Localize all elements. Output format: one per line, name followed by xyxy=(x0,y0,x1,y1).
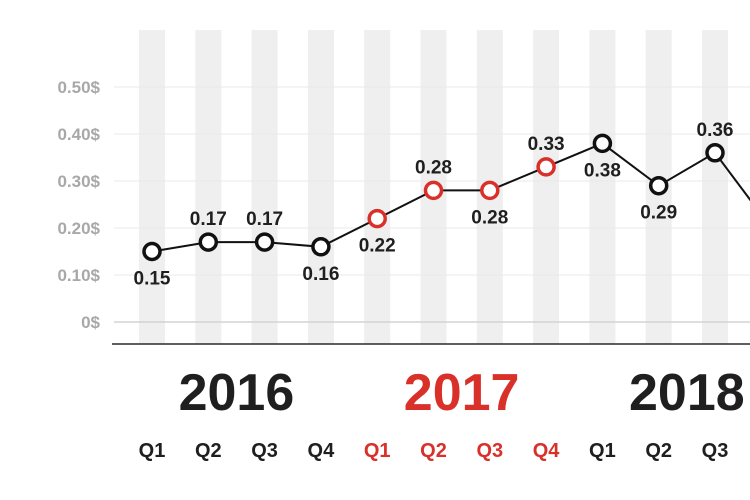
quarter-label: Q3 xyxy=(251,440,278,462)
data-point xyxy=(423,180,444,201)
data-label: 0.28 xyxy=(471,207,508,228)
column-band xyxy=(307,30,334,344)
data-label: 0.36 xyxy=(697,120,734,141)
data-labels: 0.15 0.17 0.17 0.16 0.22 0.28 0.28 0.33 0.38 0.29… xyxy=(134,120,734,290)
quarter-label: Q1 xyxy=(139,440,166,462)
data-point xyxy=(311,237,331,257)
column-band xyxy=(139,30,165,344)
quarter-label: Q2 xyxy=(195,440,222,462)
column-band xyxy=(251,30,278,344)
year-labels: 2016 2017 2018 xyxy=(179,364,745,422)
data-label: 0.22 xyxy=(359,236,396,257)
column-band xyxy=(589,30,616,344)
data-points xyxy=(142,133,725,262)
data-point xyxy=(705,143,725,163)
data-label: 0.17 xyxy=(246,209,283,230)
y-tick-label: 0.30$ xyxy=(57,172,100,191)
y-tick-label: 0.50$ xyxy=(57,78,100,97)
data-label: 0.28 xyxy=(415,157,452,178)
year-label: 2017 xyxy=(404,364,520,422)
data-point xyxy=(648,175,669,196)
y-tick-label: 0.20$ xyxy=(57,219,100,238)
data-point xyxy=(480,180,500,201)
column-band xyxy=(364,30,391,344)
quarter-label: Q2 xyxy=(420,440,447,462)
data-label: 0.33 xyxy=(528,134,565,155)
data-label: 0.17 xyxy=(190,209,227,230)
data-point xyxy=(142,241,162,262)
year-label: 2018 xyxy=(629,364,745,422)
gridlines xyxy=(114,86,750,323)
quarter-label: Q4 xyxy=(533,440,561,462)
y-tick-label: 0.10$ xyxy=(57,266,100,285)
y-tick-label: 0$ xyxy=(81,313,100,332)
y-tick-label: 0.40$ xyxy=(57,125,100,144)
quarter-label: Q2 xyxy=(645,440,672,462)
data-point xyxy=(254,232,275,252)
data-label: 0.15 xyxy=(134,269,171,290)
quarter-label: Q1 xyxy=(589,440,616,462)
data-label: 0.16 xyxy=(302,264,339,285)
column-band xyxy=(702,30,728,344)
quarter-label: Q1 xyxy=(364,440,391,462)
quarter-label: Q4 xyxy=(308,440,336,462)
data-point xyxy=(592,133,613,154)
column-band xyxy=(533,30,560,344)
data-label: 0.38 xyxy=(584,160,621,181)
quarter-label: Q3 xyxy=(476,440,503,462)
y-axis: 0$ 0.10$ 0.20$ 0.30$ 0.40$ 0.50$ xyxy=(57,78,100,332)
column-band xyxy=(195,30,222,344)
year-label: 2016 xyxy=(179,364,295,422)
data-point xyxy=(198,232,219,252)
data-point xyxy=(536,157,556,177)
quarter-label: Q3 xyxy=(702,440,729,462)
data-point xyxy=(367,208,387,229)
data-label: 0.29 xyxy=(640,203,677,224)
quarter-labels: Q1Q2Q3Q4Q1Q2Q3Q4Q1Q2Q3Q4 xyxy=(139,440,729,462)
